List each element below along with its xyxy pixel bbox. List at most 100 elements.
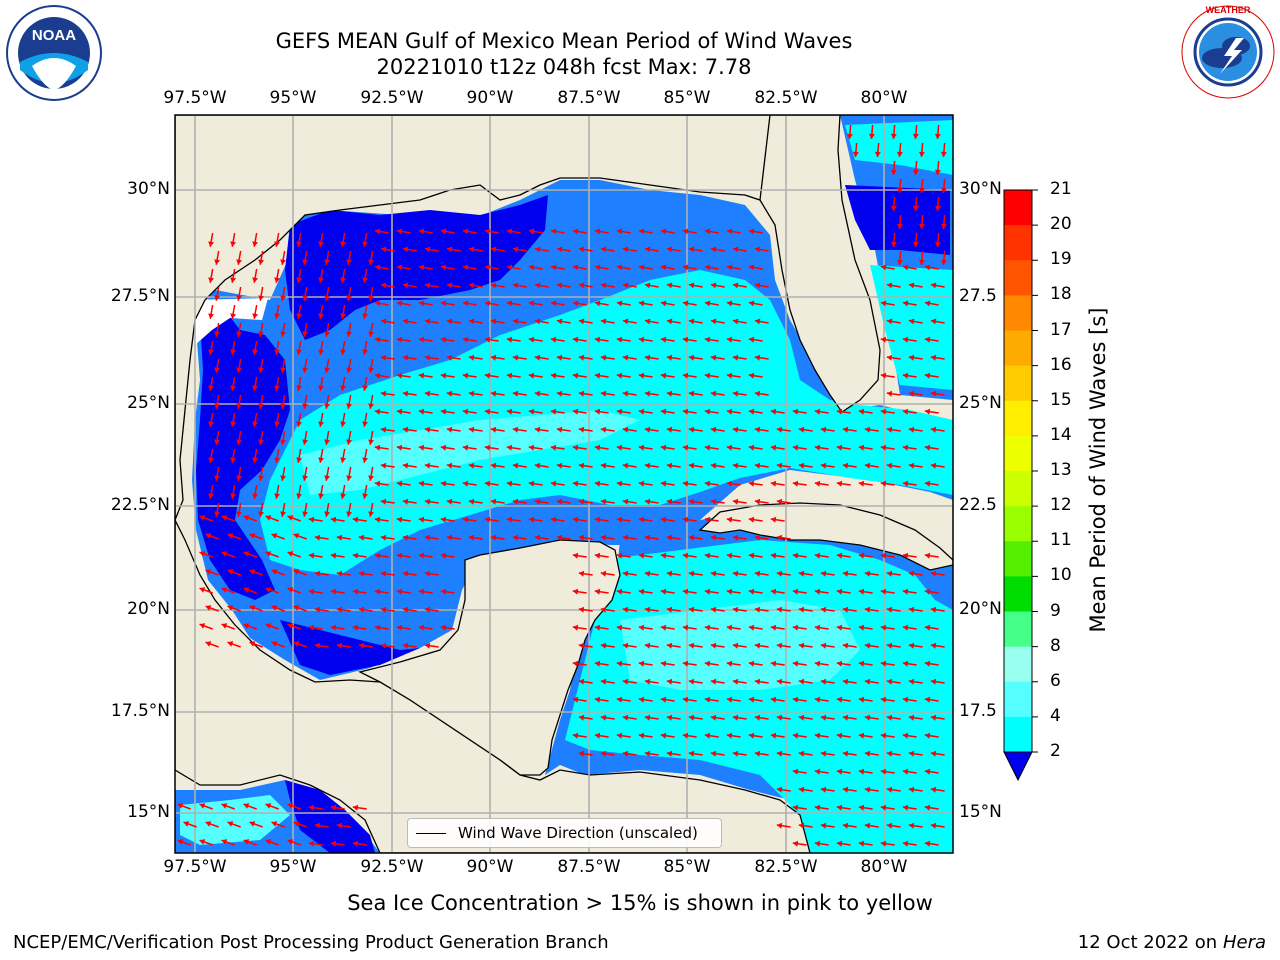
wind-arrow-head (682, 444, 689, 451)
wind-arrow-head (556, 354, 563, 361)
map-legend: Wind Wave Direction (unscaled) (407, 818, 722, 848)
wind-arrow-head (726, 696, 733, 703)
wind-arrow-head (732, 714, 739, 721)
wind-arrow-head (704, 552, 711, 559)
wind-arrow-head (512, 426, 519, 433)
wind-arrow-head (666, 354, 673, 361)
wind-arrow-head (770, 588, 777, 595)
footer-date: 12 Oct 2022 on Hera (1077, 932, 1266, 953)
wind-arrow-head (265, 803, 272, 809)
wind-arrow-head (732, 678, 739, 685)
wind-arrow-head (402, 606, 409, 613)
wind-arrow-head (358, 570, 365, 577)
wind-arrow-head (886, 354, 893, 361)
wind-arrow-head (418, 588, 425, 595)
wind-arrow-head (396, 372, 403, 379)
wind-arrow-head (380, 246, 387, 253)
wind-arrow-head (600, 390, 607, 397)
wind-arrow-head (227, 569, 234, 575)
wind-arrow-head (908, 606, 915, 613)
wind-arrow-head (274, 277, 281, 283)
wind-arrow-head (644, 318, 651, 325)
wind-arrow-head (622, 246, 629, 253)
wind-arrow-head (302, 367, 309, 373)
wind-arrow-head (924, 336, 931, 343)
wind-arrow-head (908, 642, 915, 649)
wind-arrow-head (814, 804, 821, 811)
wind-arrow-head (886, 570, 893, 577)
wind-arrow-head (638, 300, 645, 307)
wind-arrow-head (748, 732, 755, 739)
wind-arrow-head (368, 403, 375, 409)
wind-arrow-head (418, 444, 425, 451)
wind-arrow-head (271, 569, 278, 575)
wind-arrow-head (243, 803, 250, 809)
wind-arrow-head (293, 605, 300, 611)
wind-arrow-head (252, 421, 259, 427)
colorbar-segment (1004, 541, 1032, 577)
wind-arrow-head (271, 641, 278, 647)
wind-arrow-head (644, 678, 651, 685)
wind-arrow-head (506, 336, 513, 343)
wind-arrow-head (308, 588, 315, 595)
wind-arrow-head (644, 750, 651, 757)
wind-arrow-head (792, 696, 799, 703)
wind-arrow-head (814, 480, 821, 487)
wind-arrow-head (600, 462, 607, 469)
wind-arrow-head (748, 300, 755, 307)
wind-arrow-head (868, 133, 875, 139)
wind-arrow-head (622, 282, 629, 289)
wind-arrow-head (594, 228, 601, 235)
wind-arrow-head (594, 660, 601, 667)
wind-arrow-head (506, 228, 513, 235)
wind-arrow-head (924, 660, 931, 667)
wind-arrow-head (374, 228, 381, 235)
wind-arrow-head (622, 498, 629, 505)
wind-arrow-head (930, 606, 937, 613)
wind-arrow-head (726, 732, 733, 739)
wind-arrow-head (572, 480, 579, 487)
wind-arrow-head (318, 349, 325, 355)
wind-arrow-head (748, 624, 755, 631)
wind-arrow-head (506, 264, 513, 271)
lat-right-label: 25°N (959, 393, 1002, 413)
wind-arrow-head (462, 372, 469, 379)
wind-arrow-head (726, 588, 733, 595)
wind-arrow-head (886, 606, 893, 613)
wind-arrow-head (314, 570, 321, 577)
wind-arrow-head (836, 444, 843, 451)
wind-arrow-head (374, 552, 381, 559)
wind-arrow-head (660, 552, 667, 559)
wind-arrow-head (908, 318, 915, 325)
wind-arrow-head (688, 354, 695, 361)
wind-arrow-head (644, 462, 651, 469)
mexico-land (175, 519, 811, 853)
wind-arrow-head (836, 840, 843, 847)
wind-arrow-head (424, 390, 431, 397)
wind-arrow-head (776, 642, 783, 649)
wind-arrow-head (930, 354, 937, 361)
wind-arrow-head (836, 624, 843, 631)
colorbar-segment (1004, 260, 1032, 296)
wind-arrow-head (265, 551, 272, 557)
wind-arrow-head (930, 678, 937, 685)
wind-arrow-head (236, 331, 243, 337)
wind-arrow-head (704, 696, 711, 703)
wind-arrow-head (908, 822, 915, 829)
wind-arrow-head (792, 552, 799, 559)
wind-arrow-head (644, 534, 651, 541)
wind-arrow-head (704, 588, 711, 595)
wind-arrow-head (688, 282, 695, 289)
wind-arrow-head (682, 732, 689, 739)
wind-arrow-head (440, 624, 447, 631)
wind-arrow-head (908, 570, 915, 577)
wind-arrow-head (726, 516, 733, 523)
wind-arrow-head (666, 714, 673, 721)
wind-arrow-head (710, 534, 717, 541)
lon-bottom-label: 87.5°W (557, 857, 621, 877)
wind-arrow-head (380, 390, 387, 397)
wind-arrow-head (324, 511, 331, 517)
wind-arrow-head (418, 264, 425, 271)
wind-arrow-head (243, 839, 250, 845)
wind-arrow-head (912, 133, 919, 139)
